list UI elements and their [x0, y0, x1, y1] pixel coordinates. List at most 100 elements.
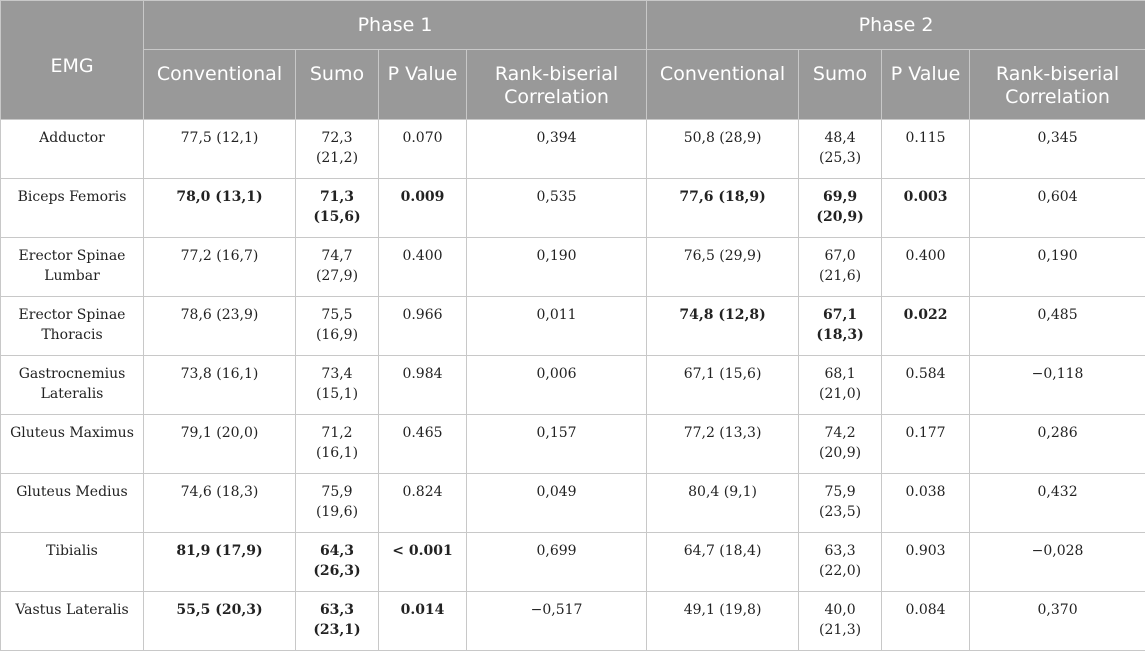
table-row: Tibialis 81,9 (17,9) 64,3 (26,3) < 0.001… — [0, 532, 1145, 592]
muscle-name: Vastus Lateralis — [0, 591, 144, 651]
p1-conventional: 77,2 (16,7) — [143, 237, 296, 297]
header-p1-rank-biserial: Rank-biserial Correlation — [465, 49, 648, 120]
p2-p-value: 0.584 — [881, 355, 971, 415]
p2-p-value: 0.115 — [881, 119, 971, 179]
p1-conventional: 74,6 (18,3) — [143, 473, 296, 533]
table-row: Gluteus Medius 74,6 (18,3) 75,9 (19,6) 0… — [0, 473, 1145, 533]
p2-conventional: 77,6 (18,9) — [646, 178, 800, 238]
p1-p-value: 0.984 — [378, 355, 467, 415]
p1-rank-biserial: 0,157 — [465, 414, 648, 474]
p1-p-value: 0.465 — [378, 414, 467, 474]
muscle-name: Gluteus Maximus — [0, 414, 144, 474]
p1-sumo: 63,3 (23,1) — [295, 591, 379, 651]
p1-sumo: 64,3 (26,3) — [295, 532, 379, 592]
p1-sumo: 75,5 (16,9) — [295, 296, 379, 356]
p2-conventional: 64,7 (18,4) — [646, 532, 800, 592]
p2-rank-biserial: 0,485 — [969, 296, 1145, 356]
p2-p-value: 0.022 — [881, 296, 971, 356]
p1-sumo: 72,3 (21,2) — [295, 119, 379, 179]
p1-conventional: 78,0 (13,1) — [143, 178, 296, 238]
muscle-name: Erector Spinae Lumbar — [0, 237, 144, 297]
p1-rank-biserial: 0,049 — [465, 473, 648, 533]
header-p1-p-value: P Value — [378, 49, 467, 120]
p1-sumo: 71,3 (15,6) — [295, 178, 379, 238]
p1-p-value: 0.009 — [378, 178, 467, 238]
p2-sumo: 69,9 (20,9) — [798, 178, 883, 238]
table-row: Adductor 77,5 (12,1) 72,3 (21,2) 0.070 0… — [0, 119, 1145, 179]
p1-p-value: < 0.001 — [378, 532, 467, 592]
table-row: Biceps Femoris 78,0 (13,1) 71,3 (15,6) 0… — [0, 178, 1145, 238]
p1-rank-biserial: 0,535 — [465, 178, 648, 238]
muscle-name: Gastrocnemius Lateralis — [0, 355, 144, 415]
p2-conventional: 76,5 (29,9) — [646, 237, 800, 297]
p1-rank-biserial: 0,006 — [465, 355, 648, 415]
p2-sumo: 74,2 (20,9) — [798, 414, 883, 474]
p2-sumo: 48,4 (25,3) — [798, 119, 883, 179]
p1-conventional: 55,5 (20,3) — [143, 591, 296, 651]
p2-p-value: 0.038 — [881, 473, 971, 533]
table-row: Erector Spinae Thoracis 78,6 (23,9) 75,5… — [0, 296, 1145, 356]
p2-rank-biserial: −0,118 — [969, 355, 1145, 415]
p2-rank-biserial: 0,432 — [969, 473, 1145, 533]
p2-sumo: 75,9 (23,5) — [798, 473, 883, 533]
muscle-name: Adductor — [0, 119, 144, 179]
header-p2-rank-biserial: Rank-biserial Correlation — [969, 49, 1145, 120]
p2-sumo: 68,1 (21,0) — [798, 355, 883, 415]
p1-rank-biserial: 0,011 — [465, 296, 648, 356]
p2-rank-biserial: 0,286 — [969, 414, 1145, 474]
p2-rank-biserial: 0,604 — [969, 178, 1145, 238]
header-p2-p-value: P Value — [881, 49, 971, 120]
p1-sumo: 74,7 (27,9) — [295, 237, 379, 297]
muscle-name: Gluteus Medius — [0, 473, 144, 533]
table-row: Vastus Lateralis 55,5 (20,3) 63,3 (23,1)… — [0, 591, 1145, 651]
p1-p-value: 0.014 — [378, 591, 467, 651]
p2-rank-biserial: 0,345 — [969, 119, 1145, 179]
table-row: Erector Spinae Lumbar 77,2 (16,7) 74,7 (… — [0, 237, 1145, 297]
p2-conventional: 49,1 (19,8) — [646, 591, 800, 651]
header-phase-1: Phase 1 — [142, 0, 648, 50]
p1-conventional: 81,9 (17,9) — [143, 532, 296, 592]
p1-rank-biserial: −0,517 — [465, 591, 648, 651]
p2-sumo: 40,0 (21,3) — [798, 591, 883, 651]
header-p1-sumo: Sumo — [295, 49, 379, 120]
p2-p-value: 0.903 — [881, 532, 971, 592]
p1-rank-biserial: 0,394 — [465, 119, 648, 179]
p1-sumo: 75,9 (19,6) — [295, 473, 379, 533]
p1-p-value: 0.966 — [378, 296, 467, 356]
header-emg: EMG — [0, 0, 144, 120]
p1-p-value: 0.070 — [378, 119, 467, 179]
p2-conventional: 67,1 (15,6) — [646, 355, 800, 415]
p2-sumo: 67,1 (18,3) — [798, 296, 883, 356]
p1-p-value: 0.824 — [378, 473, 467, 533]
p2-rank-biserial: 0,190 — [969, 237, 1145, 297]
p1-conventional: 78,6 (23,9) — [143, 296, 296, 356]
header-row-columns: Conventional Sumo P Value Rank-biserial … — [1, 49, 1145, 120]
muscle-name: Tibialis — [0, 532, 144, 592]
p2-sumo: 67,0 (21,6) — [798, 237, 883, 297]
p1-sumo: 71,2 (16,1) — [295, 414, 379, 474]
p1-rank-biserial: 0,699 — [465, 532, 648, 592]
p2-conventional: 50,8 (28,9) — [646, 119, 800, 179]
header-p2-sumo: Sumo — [798, 49, 883, 120]
p2-sumo: 63,3 (22,0) — [798, 532, 883, 592]
muscle-name: Biceps Femoris — [0, 178, 144, 238]
p2-p-value: 0.400 — [881, 237, 971, 297]
p1-p-value: 0.400 — [378, 237, 467, 297]
table-row: Gluteus Maximus 79,1 (20,0) 71,2 (16,1) … — [0, 414, 1145, 474]
table-row: Gastrocnemius Lateralis 73,8 (16,1) 73,4… — [0, 355, 1145, 415]
header-phase-2: Phase 2 — [646, 0, 1145, 50]
p1-conventional: 73,8 (16,1) — [143, 355, 296, 415]
p1-conventional: 79,1 (20,0) — [143, 414, 296, 474]
p2-p-value: 0.084 — [881, 591, 971, 651]
p2-conventional: 74,8 (12,8) — [646, 296, 800, 356]
p2-p-value: 0.003 — [881, 178, 971, 238]
p2-p-value: 0.177 — [881, 414, 971, 474]
header-p1-conventional: Conventional — [143, 49, 296, 120]
p2-rank-biserial: 0,370 — [969, 591, 1145, 651]
p2-conventional: 77,2 (13,3) — [646, 414, 800, 474]
p2-conventional: 80,4 (9,1) — [646, 473, 800, 533]
header-row-phases: EMG Phase 1 Phase 2 — [0, 0, 1145, 120]
p2-rank-biserial: −0,028 — [969, 532, 1145, 592]
p1-rank-biserial: 0,190 — [465, 237, 648, 297]
